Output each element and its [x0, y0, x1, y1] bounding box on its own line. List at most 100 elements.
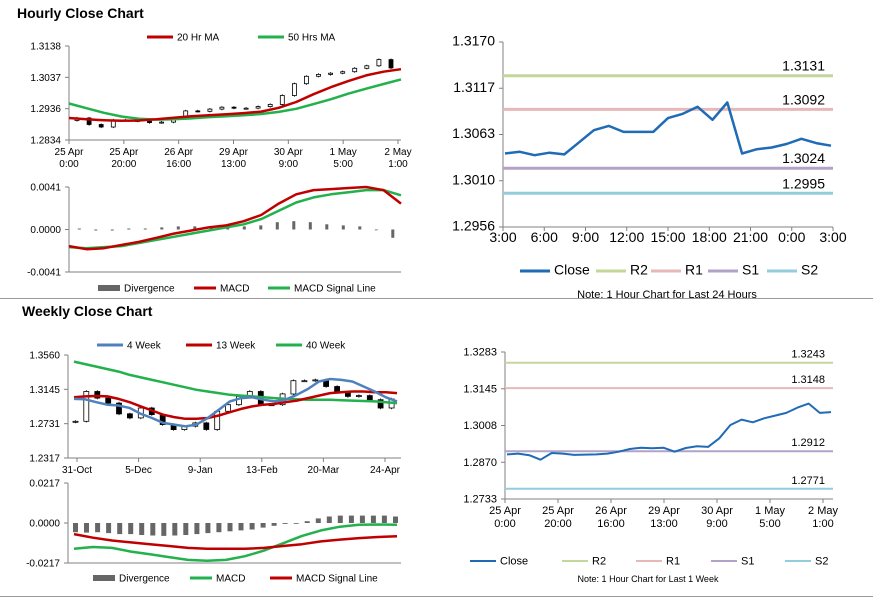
weekly-pivot-legend-s1-label: S1 — [741, 556, 754, 568]
weekly-pivot-xtick-label: 29 Apr — [648, 505, 680, 517]
hourly-price-xtick-label: 1:00 — [388, 159, 408, 170]
hourly-macd-divergence-bar — [226, 227, 230, 230]
hourly-pivot-xtick-label: 15:00 — [650, 229, 685, 245]
hourly-macd-ytick-label: 0.0041 — [30, 183, 61, 194]
weekly-macd-divergence-bar — [128, 523, 134, 535]
hourly-legend-divergence-label: Divergence — [124, 284, 175, 295]
weekly-macd-divergence-bar — [150, 523, 156, 536]
weekly-price-candle-body — [127, 413, 133, 419]
weekly-macd-divergence-bar — [238, 523, 244, 531]
hourly-legend-signal-label: MACD Signal Line — [294, 284, 376, 295]
hourly-macd-divergence-bar — [391, 229, 395, 238]
hourly-pivot-legend-r1-label: R1 — [685, 262, 703, 278]
hourly-macd-divergence-bar — [292, 221, 296, 230]
weekly-legend-40wk-label: 40 Week — [306, 341, 346, 352]
hourly-macd-ytick-label: -0.0041 — [27, 268, 61, 279]
weekly-price-xtick-label: 31-Oct — [62, 465, 92, 476]
hourly-macd-divergence-bar — [94, 229, 98, 231]
hourly-macd-divergence-bar — [259, 225, 263, 230]
weekly-ma13-line — [73, 390, 398, 421]
weekly-pivot-close-line — [506, 402, 832, 461]
hourly-pivot-xtick-label: 12:00 — [609, 229, 644, 245]
hourly-price-candle-body — [279, 95, 285, 105]
weekly-macd-divergence-bar — [315, 518, 321, 523]
hourly-price-xtick-label: 5:00 — [333, 159, 353, 170]
weekly-macd-divergence-bar — [95, 523, 101, 533]
weekly-macd-divergence-bar — [337, 515, 343, 523]
hourly-price-xtick-label: 25 Apr — [55, 147, 85, 158]
weekly-price-xtick-label: 20-Mar — [308, 465, 340, 476]
hourly-pivot-legend-r2-label: R2 — [630, 262, 648, 278]
weekly-pivot-ytick-label: 1.2733 — [463, 494, 497, 506]
hourly-pivot-level-label-s1: 1.3024 — [782, 150, 825, 166]
hourly-pivot-xtick-label: 18:00 — [692, 229, 727, 245]
weekly-price-candle-body — [377, 399, 384, 409]
weekly-pivot-xtick-label: 13:00 — [650, 518, 678, 530]
weekly-price-candle-body — [214, 410, 221, 430]
weekly-macd-divergence-bar — [348, 515, 354, 523]
hourly-macd-divergence-bar — [308, 222, 312, 230]
hourly-macd-divergence-bar — [242, 226, 246, 230]
hourly-pivot-ytick-label: 1.3117 — [453, 79, 495, 95]
weekly-macd-divergence-bar — [73, 523, 78, 533]
weekly-macd-divergence-bar — [304, 521, 310, 523]
hourly-price-candle-body — [364, 65, 370, 69]
weekly-macd-divergence-bar — [172, 523, 178, 536]
weekly-macd-divergence-bar — [359, 515, 365, 523]
weekly-price-ytick-label: 1.3560 — [29, 351, 60, 362]
hourly-macd-divergence-bar — [325, 224, 329, 230]
hourly-price-ytick-label: 1.3138 — [30, 42, 61, 53]
hourly-pivot-note: Note: 1 Hour Chart for Last 24 Hours — [577, 289, 757, 301]
section-divider-top — [0, 298, 873, 299]
hourly-macd-divergence-bar — [160, 227, 164, 230]
hourly-price-candle-body — [255, 106, 261, 109]
weekly-legend-4wk-label: 4 Week — [127, 341, 162, 352]
hourly-price-candle-body — [231, 106, 237, 109]
hourly-price-xtick-label: 9:00 — [279, 159, 299, 170]
hourly-pivot-ytick-label: 1.2956 — [452, 218, 495, 234]
weekly-pivot-legend-close-label: Close — [500, 556, 528, 568]
hourly-price-candle-body — [219, 106, 225, 110]
weekly-macd-line — [73, 523, 398, 563]
hourly-price-candle-body — [207, 108, 213, 112]
weekly-macd-divergence-bar — [249, 523, 255, 530]
hourly-pivot-level-label-s2: 1.2995 — [782, 175, 825, 191]
hourly-macd-divergence-bar — [193, 226, 197, 230]
weekly-pivot-xtick-label: 1:00 — [812, 518, 833, 530]
weekly-price-candle-body — [105, 397, 112, 404]
weekly-pivot-level-label-s1: 1.2912 — [791, 437, 825, 449]
hourly-price-xtick-label: 25 Apr — [109, 147, 139, 158]
hourly-legend-ma20-label: 20 Hr MA — [177, 33, 220, 44]
weekly-price-candle-body — [72, 420, 79, 423]
weekly-price-candle-body — [116, 402, 122, 415]
weekly-price-candle-body — [83, 391, 90, 422]
hourly-price-candle-body — [195, 110, 201, 113]
weekly-pivot-level-label-r2: 1.3243 — [791, 349, 825, 361]
hourly-pivot-legend-s1-label: S1 — [742, 262, 759, 278]
hourly-price-candle-body — [243, 107, 249, 110]
hourly-section-title: Hourly Close Chart — [17, 5, 144, 21]
hourly-macd-divergence-bar — [143, 228, 147, 230]
weekly-pivot-ytick-label: 1.3283 — [463, 347, 497, 359]
weekly-macd-divergence-bar — [139, 523, 145, 535]
hourly-price-candle-body — [291, 83, 297, 96]
weekly-macd-divergence-bar — [106, 523, 112, 534]
hourly-signal-line — [68, 188, 402, 250]
hourly-price-candle-body — [303, 75, 309, 85]
hourly-ma50-line — [68, 78, 402, 121]
weekly-pivot-xtick-label: 25 Apr — [489, 505, 521, 517]
hourly-price-xtick-label: 1 May — [330, 147, 357, 158]
hourly-price-candle-body — [316, 74, 321, 77]
weekly-macd-divergence-bar — [326, 516, 332, 523]
hourly-price-candle-body — [159, 121, 165, 124]
hourly-macd-divergence-bar — [341, 225, 345, 230]
weekly-price-candle-body — [355, 395, 362, 398]
weekly-macd-ytick-label: -0.0217 — [26, 559, 60, 570]
weekly-macd-divergence-bar — [84, 523, 89, 533]
weekly-pivot-legend-r1-label: R1 — [666, 556, 680, 568]
weekly-price-ytick-label: 1.2317 — [29, 454, 60, 465]
weekly-pivot-xtick-label: 2 May — [808, 505, 838, 517]
hourly-pivot-level-label-r2: 1.3131 — [782, 58, 825, 74]
weekly-ma40-line — [73, 360, 398, 405]
hourly-pivot-xtick-label: 3:00 — [819, 229, 846, 245]
